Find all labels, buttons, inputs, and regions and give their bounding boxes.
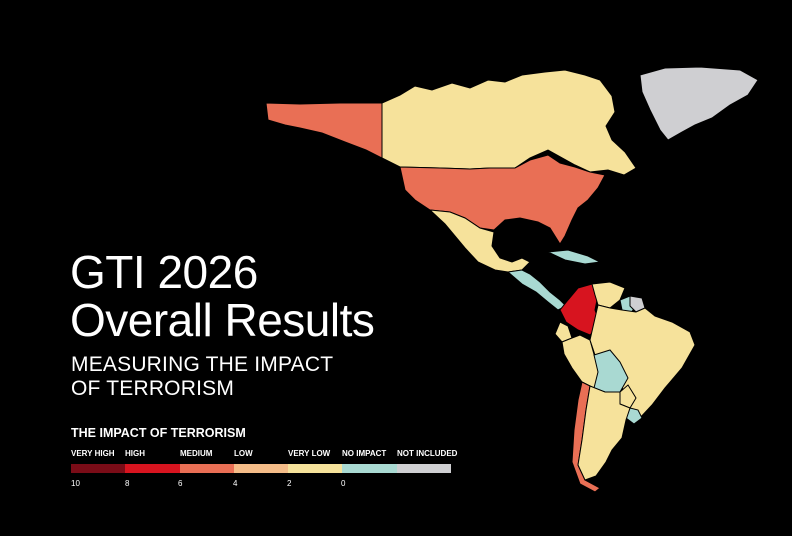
subtitle-line-1: MEASURING THE IMPACT (71, 353, 334, 376)
legend-label-high: HIGH (125, 449, 145, 458)
title-line-1: GTI 2026 (70, 246, 258, 298)
legend-tick: 2 (287, 479, 292, 488)
region-united-states (399, 154, 606, 245)
page-subtitle: MEASURING THE IMPACT OF TERRORISM (71, 353, 333, 401)
legend-label-not-included: NOT INCLUDED (397, 449, 458, 458)
legend-swatch-very-low (288, 464, 342, 473)
legend-tick: 10 (71, 479, 80, 488)
legend-labels: VERY HIGH HIGH MEDIUM LOW VERY LOW NO IM… (71, 449, 457, 461)
legend-swatch-very-high (71, 464, 125, 473)
region-greenland (639, 66, 759, 141)
legend-swatch-no-impact (342, 464, 397, 473)
region-alaska (265, 102, 383, 159)
legend-label-very-high: VERY HIGH (71, 449, 115, 458)
legend-tick: 0 (341, 479, 346, 488)
region-venezuela (591, 281, 626, 309)
legend-label-low: LOW (234, 449, 253, 458)
legend-tick: 8 (125, 479, 130, 488)
legend-swatch-high (125, 464, 180, 473)
subtitle-line-2: OF TERRORISM (71, 377, 235, 400)
legend-label-very-low: VERY LOW (288, 449, 331, 458)
legend-swatch-low (234, 464, 288, 473)
region-mexico (428, 209, 531, 273)
legend-swatch-not-included (397, 464, 451, 473)
region-central-america (506, 269, 567, 311)
region-argentina (577, 385, 631, 481)
legend-color-scale (71, 464, 451, 473)
region-cuba (546, 249, 602, 265)
legend-tick: 6 (178, 479, 183, 488)
title-line-2: Overall Results (70, 294, 375, 346)
page-title: GTI 2026 Overall Results (70, 246, 375, 346)
legend-swatch-medium (180, 464, 234, 473)
legend-tick: 4 (233, 479, 238, 488)
legend-label-medium: MEDIUM (180, 449, 213, 458)
legend-title: THE IMPACT OF TERRORISM (71, 426, 246, 440)
region-canada (381, 69, 637, 176)
legend-ticks: 10 8 6 4 2 0 (71, 479, 451, 491)
legend-label-no-impact: NO IMPACT (342, 449, 387, 458)
